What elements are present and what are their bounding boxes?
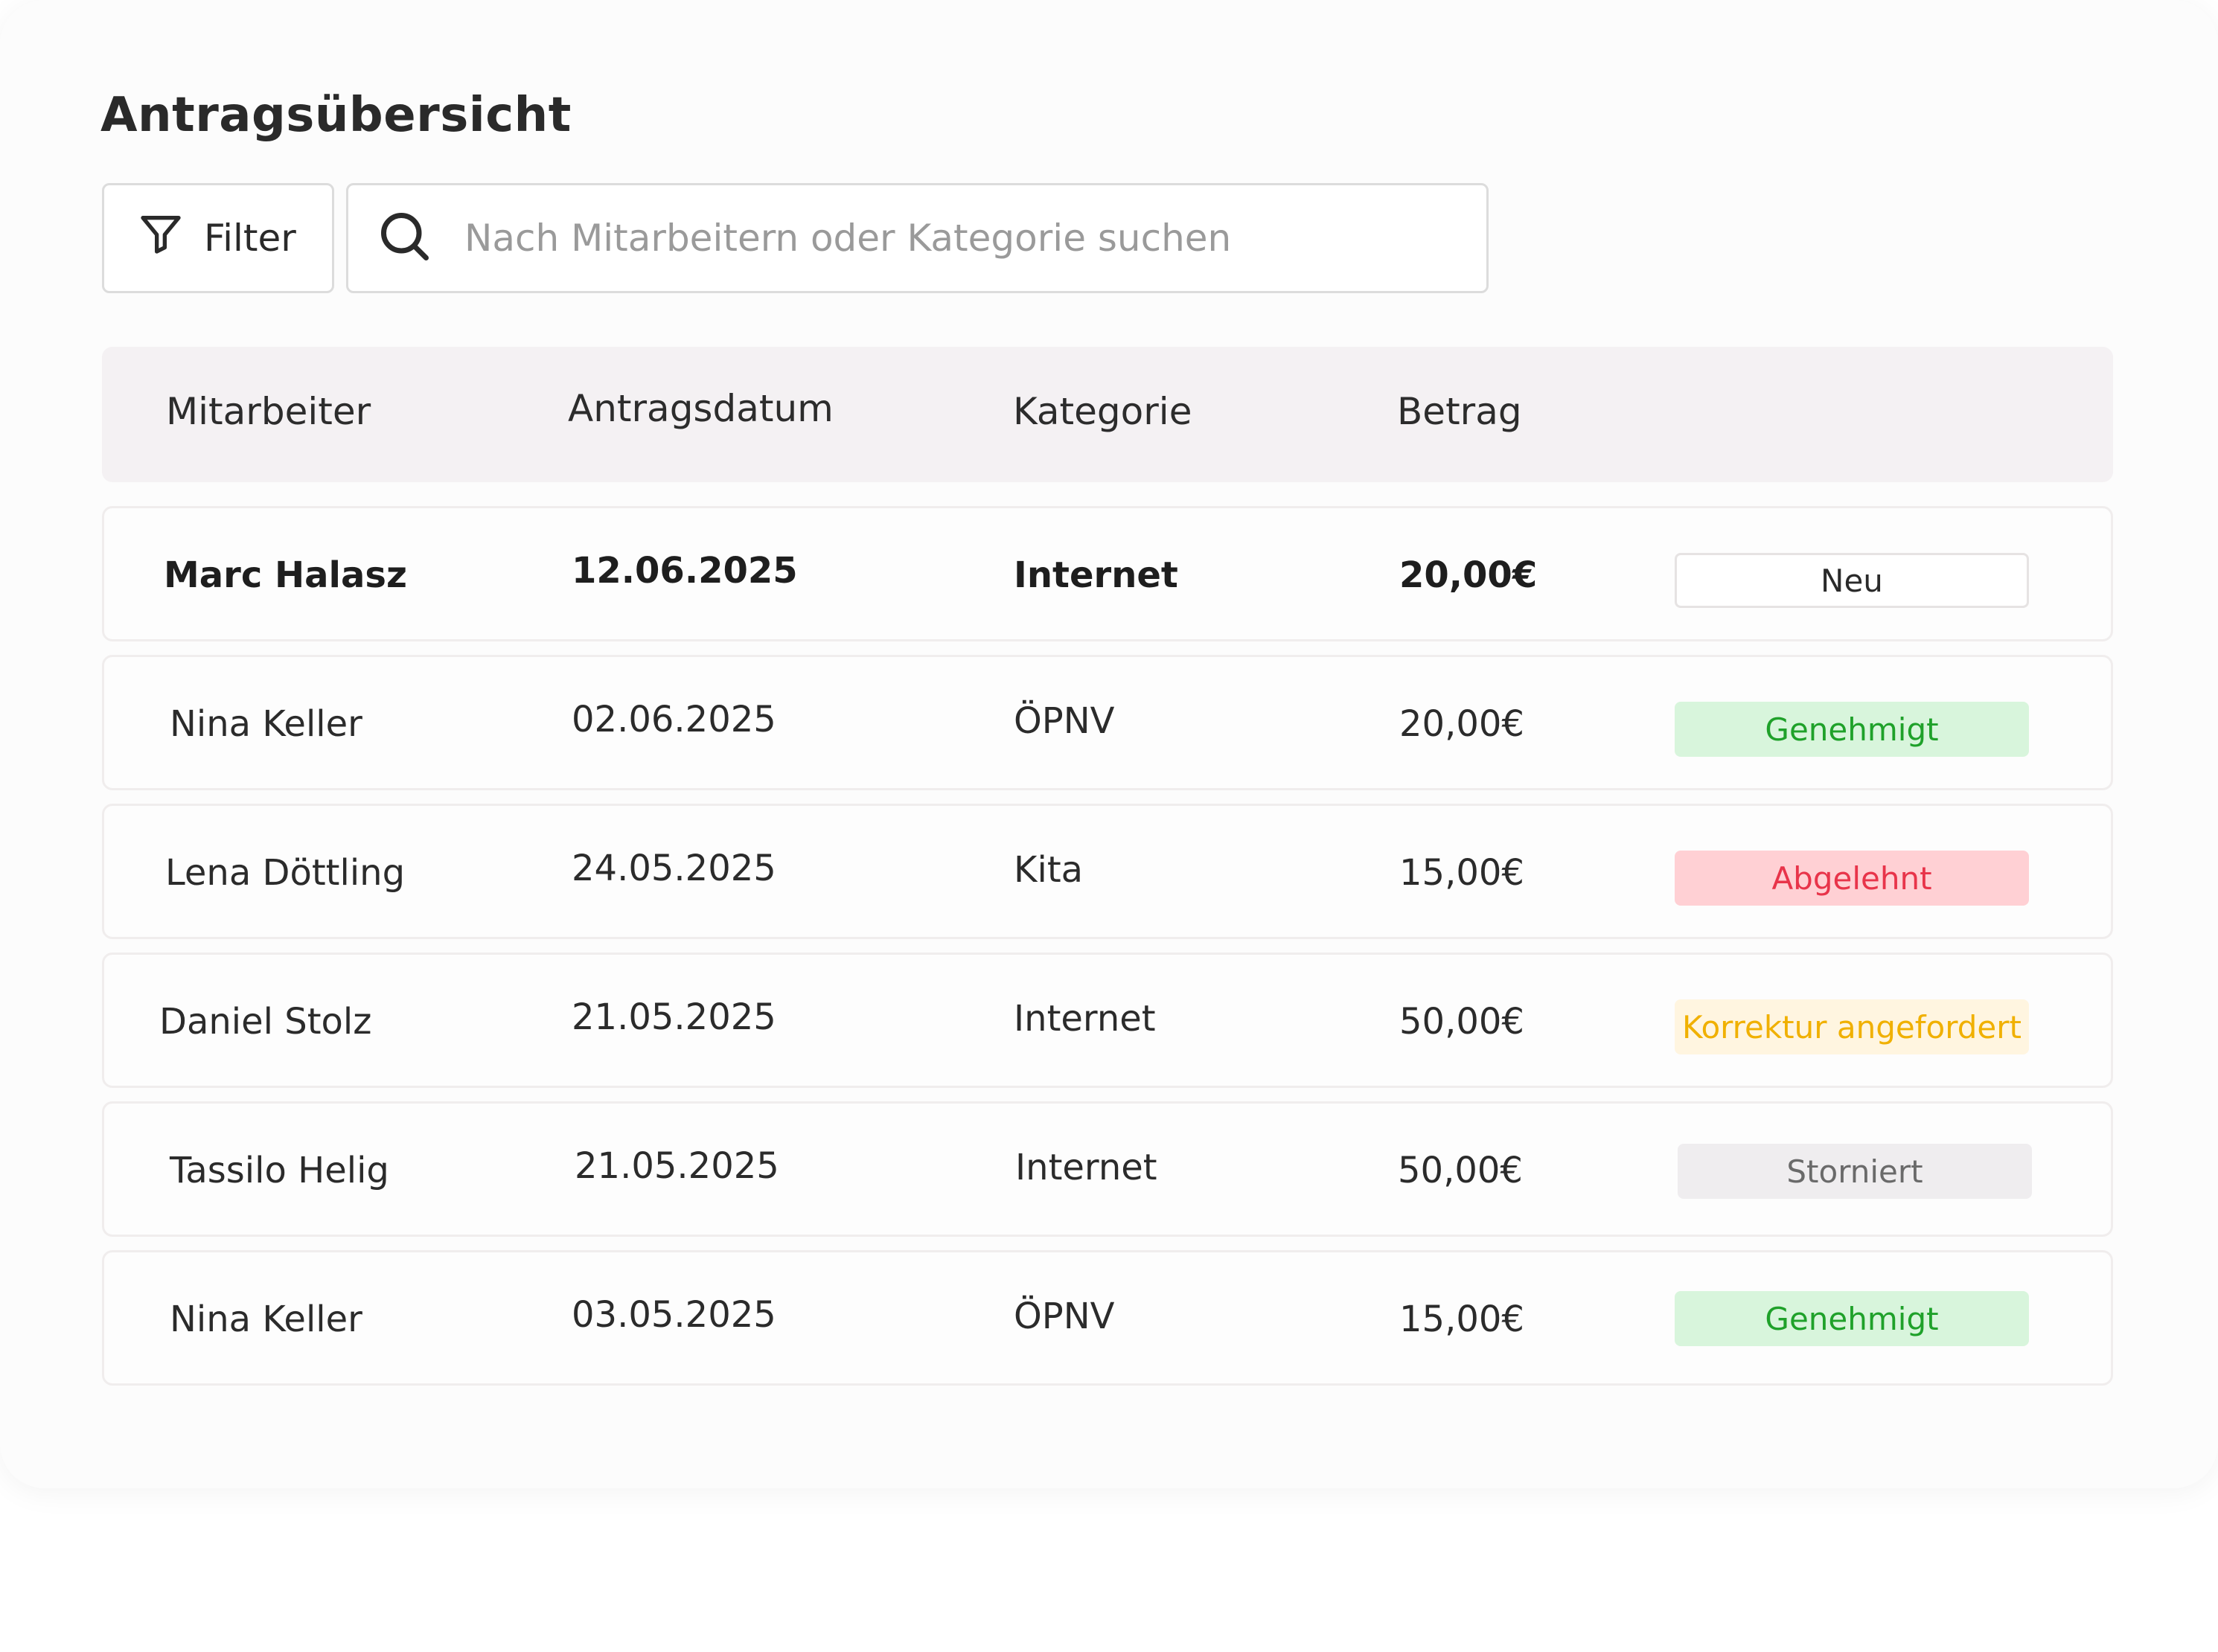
status-badge: Genehmigt [1675,702,2029,757]
amount: 20,00€ [1399,554,1538,596]
request-date: 12.06.2025 [572,550,798,592]
amount: 15,00€ [1399,852,1524,894]
category: Kita [1014,849,1084,891]
table-row[interactable]: Daniel Stolz 21.05.2025 Internet 50,00€ … [102,953,2113,1088]
table-row[interactable]: Tassilo Helig 21.05.2025 Internet 50,00€… [102,1101,2113,1237]
category: Internet [1015,1147,1157,1188]
table-row[interactable]: Marc Halasz 12.06.2025 Internet 20,00€ N… [102,506,2113,641]
request-date: 21.05.2025 [575,1145,779,1187]
column-header-date[interactable]: Antragsdatum [568,387,834,430]
page-title: Antragsübersicht [100,88,572,143]
employee-name: Lena Döttling [165,852,406,894]
employee-name: Daniel Stolz [159,1001,372,1043]
employee-name: Tassilo Helig [170,1150,389,1191]
column-header-employee[interactable]: Mitarbeiter [166,390,371,433]
status-badge: Storniert [1678,1144,2032,1199]
amount: 50,00€ [1398,1150,1523,1191]
category: ÖPNV [1014,700,1115,742]
search-input[interactable] [464,217,1432,260]
filter-button[interactable]: Filter [102,183,334,293]
employee-name: Nina Keller [170,1299,362,1340]
request-date: 02.06.2025 [572,699,776,740]
table-row[interactable]: Lena Döttling 24.05.2025 Kita 15,00€ Abg… [102,804,2113,939]
filter-icon [137,210,185,266]
amount: 15,00€ [1399,1299,1524,1340]
category: ÖPNV [1014,1296,1115,1337]
request-date: 03.05.2025 [572,1294,776,1336]
status-badge: Abgelehnt [1675,851,2029,906]
status-badge: Genehmigt [1675,1291,2029,1346]
status-badge: Neu [1675,553,2029,608]
table-header: Mitarbeiter Antragsdatum Kategorie Betra… [102,347,2113,482]
request-date: 24.05.2025 [572,848,776,889]
filter-button-label: Filter [204,217,296,260]
category: Internet [1014,998,1156,1040]
column-header-category[interactable]: Kategorie [1013,390,1192,433]
employee-name: Marc Halasz [164,554,407,596]
request-date: 21.05.2025 [572,996,776,1038]
employee-name: Nina Keller [170,703,362,745]
status-badge: Korrektur angefordert [1675,999,2029,1054]
search-box[interactable] [346,183,1489,293]
table-row[interactable]: Nina Keller 02.06.2025 ÖPNV 20,00€ Geneh… [102,655,2113,790]
amount: 20,00€ [1399,703,1524,745]
category: Internet [1014,554,1178,596]
amount: 50,00€ [1399,1001,1524,1043]
search-icon [377,208,433,268]
column-header-amount[interactable]: Betrag [1397,390,1522,433]
requests-card: Antragsübersicht Filter Mitarbeiter Antr… [100,88,2113,1386]
table-row[interactable]: Nina Keller 03.05.2025 ÖPNV 15,00€ Geneh… [102,1250,2113,1386]
